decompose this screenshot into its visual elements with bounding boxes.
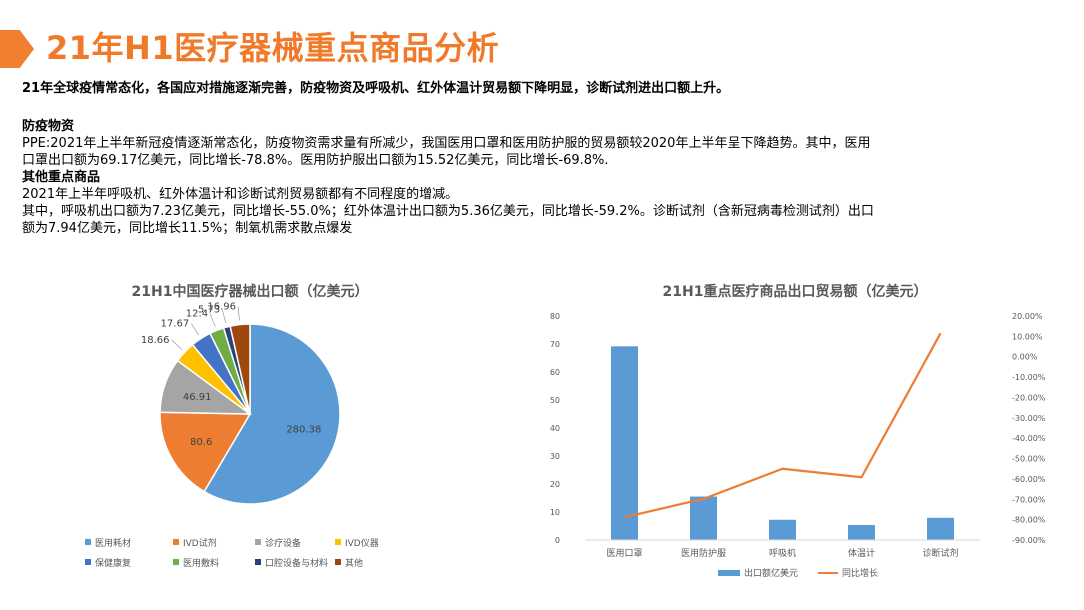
section-heading-ppe: 防疫物资 [22, 119, 75, 134]
pie-data-label: 18.66 [141, 335, 170, 346]
y-tick-label: 50 [550, 396, 560, 405]
y2-tick-label: -90.00% [1012, 536, 1046, 545]
pie-data-label: 5.73 [198, 305, 220, 316]
body-text: 防疫物资 PPE:2021年上半年新冠疫情逐渐常态化，防疫物资需求量有所减少，我… [22, 118, 1062, 237]
title-marker [0, 30, 34, 68]
growth-line [624, 332, 942, 519]
section-line: 2021年上半年呼吸机、红外体温计和诊断试剂贸易额都有不同程度的增减。 [22, 187, 459, 202]
y2-tick-label: -20.00% [1012, 393, 1046, 402]
y2-tick-label: -60.00% [1012, 475, 1046, 484]
y2-tick-label: 0.00% [1012, 353, 1038, 362]
legend-line-label: 同比增长 [842, 567, 878, 579]
y-tick-label: 10 [550, 508, 560, 517]
pie-leader-line [190, 323, 200, 336]
y2-tick-label: -50.00% [1012, 455, 1046, 464]
bar [927, 517, 954, 540]
y-tick-label: 30 [550, 452, 560, 461]
pie-slice [203, 323, 341, 505]
x-tick-label: 体温计 [848, 547, 875, 559]
pie-chart-title: 21H1中国医疗器械出口额（亿美元） [132, 283, 369, 300]
combo-chart: 21H1重点医疗商品出口贸易额（亿美元） 0 10 20 30 40 50 60 70 80 -… [550, 283, 1046, 579]
y2-tick-label: -70.00% [1012, 495, 1046, 504]
x-tick-label: 呼吸机 [769, 547, 796, 559]
pie-data-label: 16.96 [207, 302, 236, 313]
y-tick-label: 0 [555, 536, 560, 545]
page-title: 21年H1医疗器械重点商品分析 [46, 29, 500, 67]
y-tick-label: 70 [550, 340, 560, 349]
legend-bar-swatch [718, 570, 740, 576]
pie-data-label: 80.6 [190, 437, 212, 448]
pie-slice [159, 411, 252, 493]
summary-text: 21年全球疫情常态化，各国应对措施逐渐完善，防疫物资及呼吸机、红外体温计贸易额下… [22, 81, 730, 96]
bar [769, 519, 796, 540]
x-tick-label: 诊断试剂 [922, 547, 958, 559]
pie-legend-swatch [255, 559, 261, 565]
pie-legend-swatch [255, 539, 261, 545]
pie-legend-label: 诊疗设备 [265, 537, 301, 549]
pie-data-label: 17.67 [161, 318, 190, 329]
pie-legend-swatch [85, 559, 91, 565]
pie-legend-label: IVD试剂 [183, 537, 217, 549]
pie-legend-label: IVD仪器 [345, 538, 379, 549]
pie-leader-line [237, 306, 240, 321]
y2-tick-label: 20.00% [1012, 312, 1043, 321]
section-line: 口罩出口额为69.17亿美元，同比增长-78.8%。医用防护服出口额为15.52… [22, 153, 609, 168]
y2-tick-label: -80.00% [1012, 516, 1046, 525]
y-tick-label: 20 [550, 480, 560, 489]
y2-tick-label: -30.00% [1012, 414, 1046, 423]
pie-data-label: 46.91 [183, 392, 212, 403]
pie-leader-line [209, 313, 216, 327]
pie-legend-swatch [335, 559, 341, 565]
pie-legend-label: 口腔设备与材料 [265, 557, 328, 569]
bar [611, 346, 638, 540]
pie-slice [229, 323, 251, 415]
legend-bar-label: 出口额亿美元 [744, 567, 798, 579]
y-tick-label: 40 [550, 424, 560, 433]
y2-tick-label: -40.00% [1012, 434, 1046, 443]
y-tick-label: 80 [550, 312, 560, 321]
bar [690, 496, 717, 540]
x-tick-label: 医用防护服 [681, 547, 726, 559]
y2-tick-label: 10.00% [1012, 332, 1043, 341]
y-tick-label: 60 [550, 368, 560, 377]
section-line: PPE:2021年上半年新冠疫情逐渐常态化，防疫物资需求量有所减少，我国医用口罩… [22, 136, 871, 151]
pie-legend-swatch [173, 539, 179, 545]
pie-data-label: 12.4 [186, 309, 208, 320]
bar [848, 524, 875, 540]
section-line: 其中，呼吸机出口额为7.23亿美元，同比增长-55.0%；红外体温计出口额为5.… [22, 204, 874, 219]
pie-legend-swatch [173, 559, 179, 565]
pie-leader-line [171, 339, 182, 350]
section-heading-other: 其他重点商品 [22, 170, 101, 185]
pie-legend-label: 其他 [345, 557, 363, 569]
combo-chart-title: 21H1重点医疗商品出口贸易额（亿美元） [663, 283, 928, 300]
pie-legend-label: 保健康复 [95, 557, 131, 569]
pie-legend-label: 医用敷料 [183, 557, 219, 569]
section-line: 额为7.94亿美元，同比增长11.5%；制氧机需求散点爆发 [22, 221, 353, 236]
pie-legend-swatch [335, 539, 341, 545]
pie-data-label: 280.38 [286, 425, 321, 436]
pie-legend-label: 医用耗材 [95, 537, 131, 549]
pie-leader-line [221, 309, 227, 324]
y2-tick-label: -10.00% [1012, 373, 1046, 382]
x-tick-label: 医用口罩 [606, 548, 642, 559]
pie-legend-swatch [85, 539, 91, 545]
pie-chart: 21H1中国医疗器械出口额（亿美元） 280.38 80.6 46.91 18.66 1… [85, 283, 379, 569]
